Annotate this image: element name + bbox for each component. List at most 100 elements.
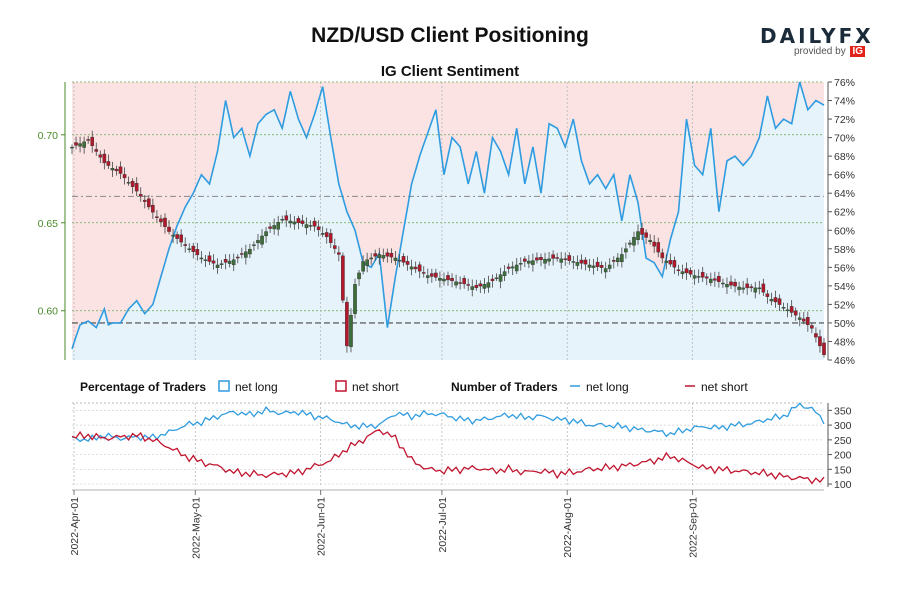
candle [737, 286, 741, 290]
lower-axis-label: 200 [834, 450, 852, 462]
candle [207, 255, 212, 262]
candle [454, 281, 458, 286]
brand-provided-text: provided by [794, 46, 846, 57]
candle [591, 265, 596, 268]
candle [417, 264, 422, 272]
candle [474, 284, 479, 289]
right-axis-label: 50% [834, 318, 855, 330]
right-axis-label: 62% [834, 207, 855, 219]
num-short-line [71, 429, 825, 485]
candle [806, 317, 810, 326]
x-axis-label: 2022-Aug-01 [562, 497, 574, 558]
candle [551, 254, 555, 259]
candle [555, 257, 559, 259]
candle [320, 233, 325, 235]
candle [450, 278, 454, 282]
right-axis-label: 74% [834, 96, 855, 108]
right-axis-label: 58% [834, 244, 855, 256]
candle [518, 263, 523, 265]
candle [664, 260, 669, 263]
candle [430, 273, 434, 277]
right-axis-label: 60% [834, 225, 855, 237]
legend-num-title: Number of Traders [451, 380, 558, 394]
candle [175, 234, 179, 239]
net-long-area [72, 82, 824, 360]
candle [482, 284, 487, 289]
candle [704, 276, 709, 279]
candle [688, 270, 693, 275]
candle [393, 257, 398, 261]
candle [462, 278, 466, 285]
candle [163, 217, 167, 227]
candle [684, 268, 689, 274]
candle [183, 244, 188, 246]
candle [676, 269, 681, 271]
candle [381, 255, 386, 259]
candle [713, 278, 717, 281]
candle [195, 249, 200, 256]
candle [648, 240, 652, 243]
candle [563, 258, 568, 260]
candle [458, 282, 462, 284]
candle [749, 286, 754, 289]
candle [98, 154, 103, 158]
candle [470, 286, 475, 290]
candle [401, 256, 406, 263]
candle [587, 264, 592, 268]
legend-pct-short-label: net short [352, 380, 399, 394]
legend-pct-long-label: net long [235, 380, 278, 394]
candle [696, 276, 701, 278]
candle [292, 221, 297, 225]
candle [575, 262, 580, 266]
lower-axis-label: 250 [834, 435, 852, 447]
candle [248, 248, 252, 255]
candle [304, 224, 309, 229]
candle [818, 336, 822, 347]
candle [579, 259, 584, 264]
candle [413, 266, 418, 270]
candle [616, 257, 620, 263]
right-axis-label: 46% [834, 355, 855, 367]
candle [660, 252, 665, 259]
candle [595, 261, 600, 267]
candle [211, 260, 216, 264]
candle [312, 220, 317, 227]
candle [644, 232, 648, 238]
candle [761, 283, 766, 293]
candle [187, 248, 192, 250]
lower-axis-label: 150 [834, 464, 852, 476]
candle [797, 317, 802, 320]
candle [276, 222, 280, 230]
candle [110, 168, 115, 171]
candle [620, 254, 624, 263]
right-axis-label: 56% [834, 262, 855, 274]
candle [377, 254, 382, 258]
candle [227, 260, 232, 264]
candle [599, 265, 604, 268]
candle [559, 258, 564, 263]
candle [801, 318, 806, 322]
candle [466, 284, 471, 286]
candle [607, 264, 612, 269]
right-axis-label: 76% [834, 77, 855, 89]
candle [167, 226, 171, 232]
candle [171, 234, 175, 237]
candle [122, 174, 127, 179]
candle [268, 226, 272, 229]
candle [70, 146, 74, 149]
candle [361, 261, 365, 272]
candle [159, 218, 163, 223]
candle [369, 257, 373, 260]
candle [753, 287, 758, 293]
brand-logo-text: DAILYFX [760, 24, 874, 48]
candle [793, 310, 798, 316]
candle [337, 252, 341, 255]
candle [397, 259, 402, 262]
candle [94, 149, 99, 152]
candle [106, 161, 111, 166]
candle [349, 314, 353, 347]
candle [531, 260, 535, 265]
candle [672, 260, 677, 268]
candle [264, 231, 268, 237]
candle [385, 252, 390, 257]
